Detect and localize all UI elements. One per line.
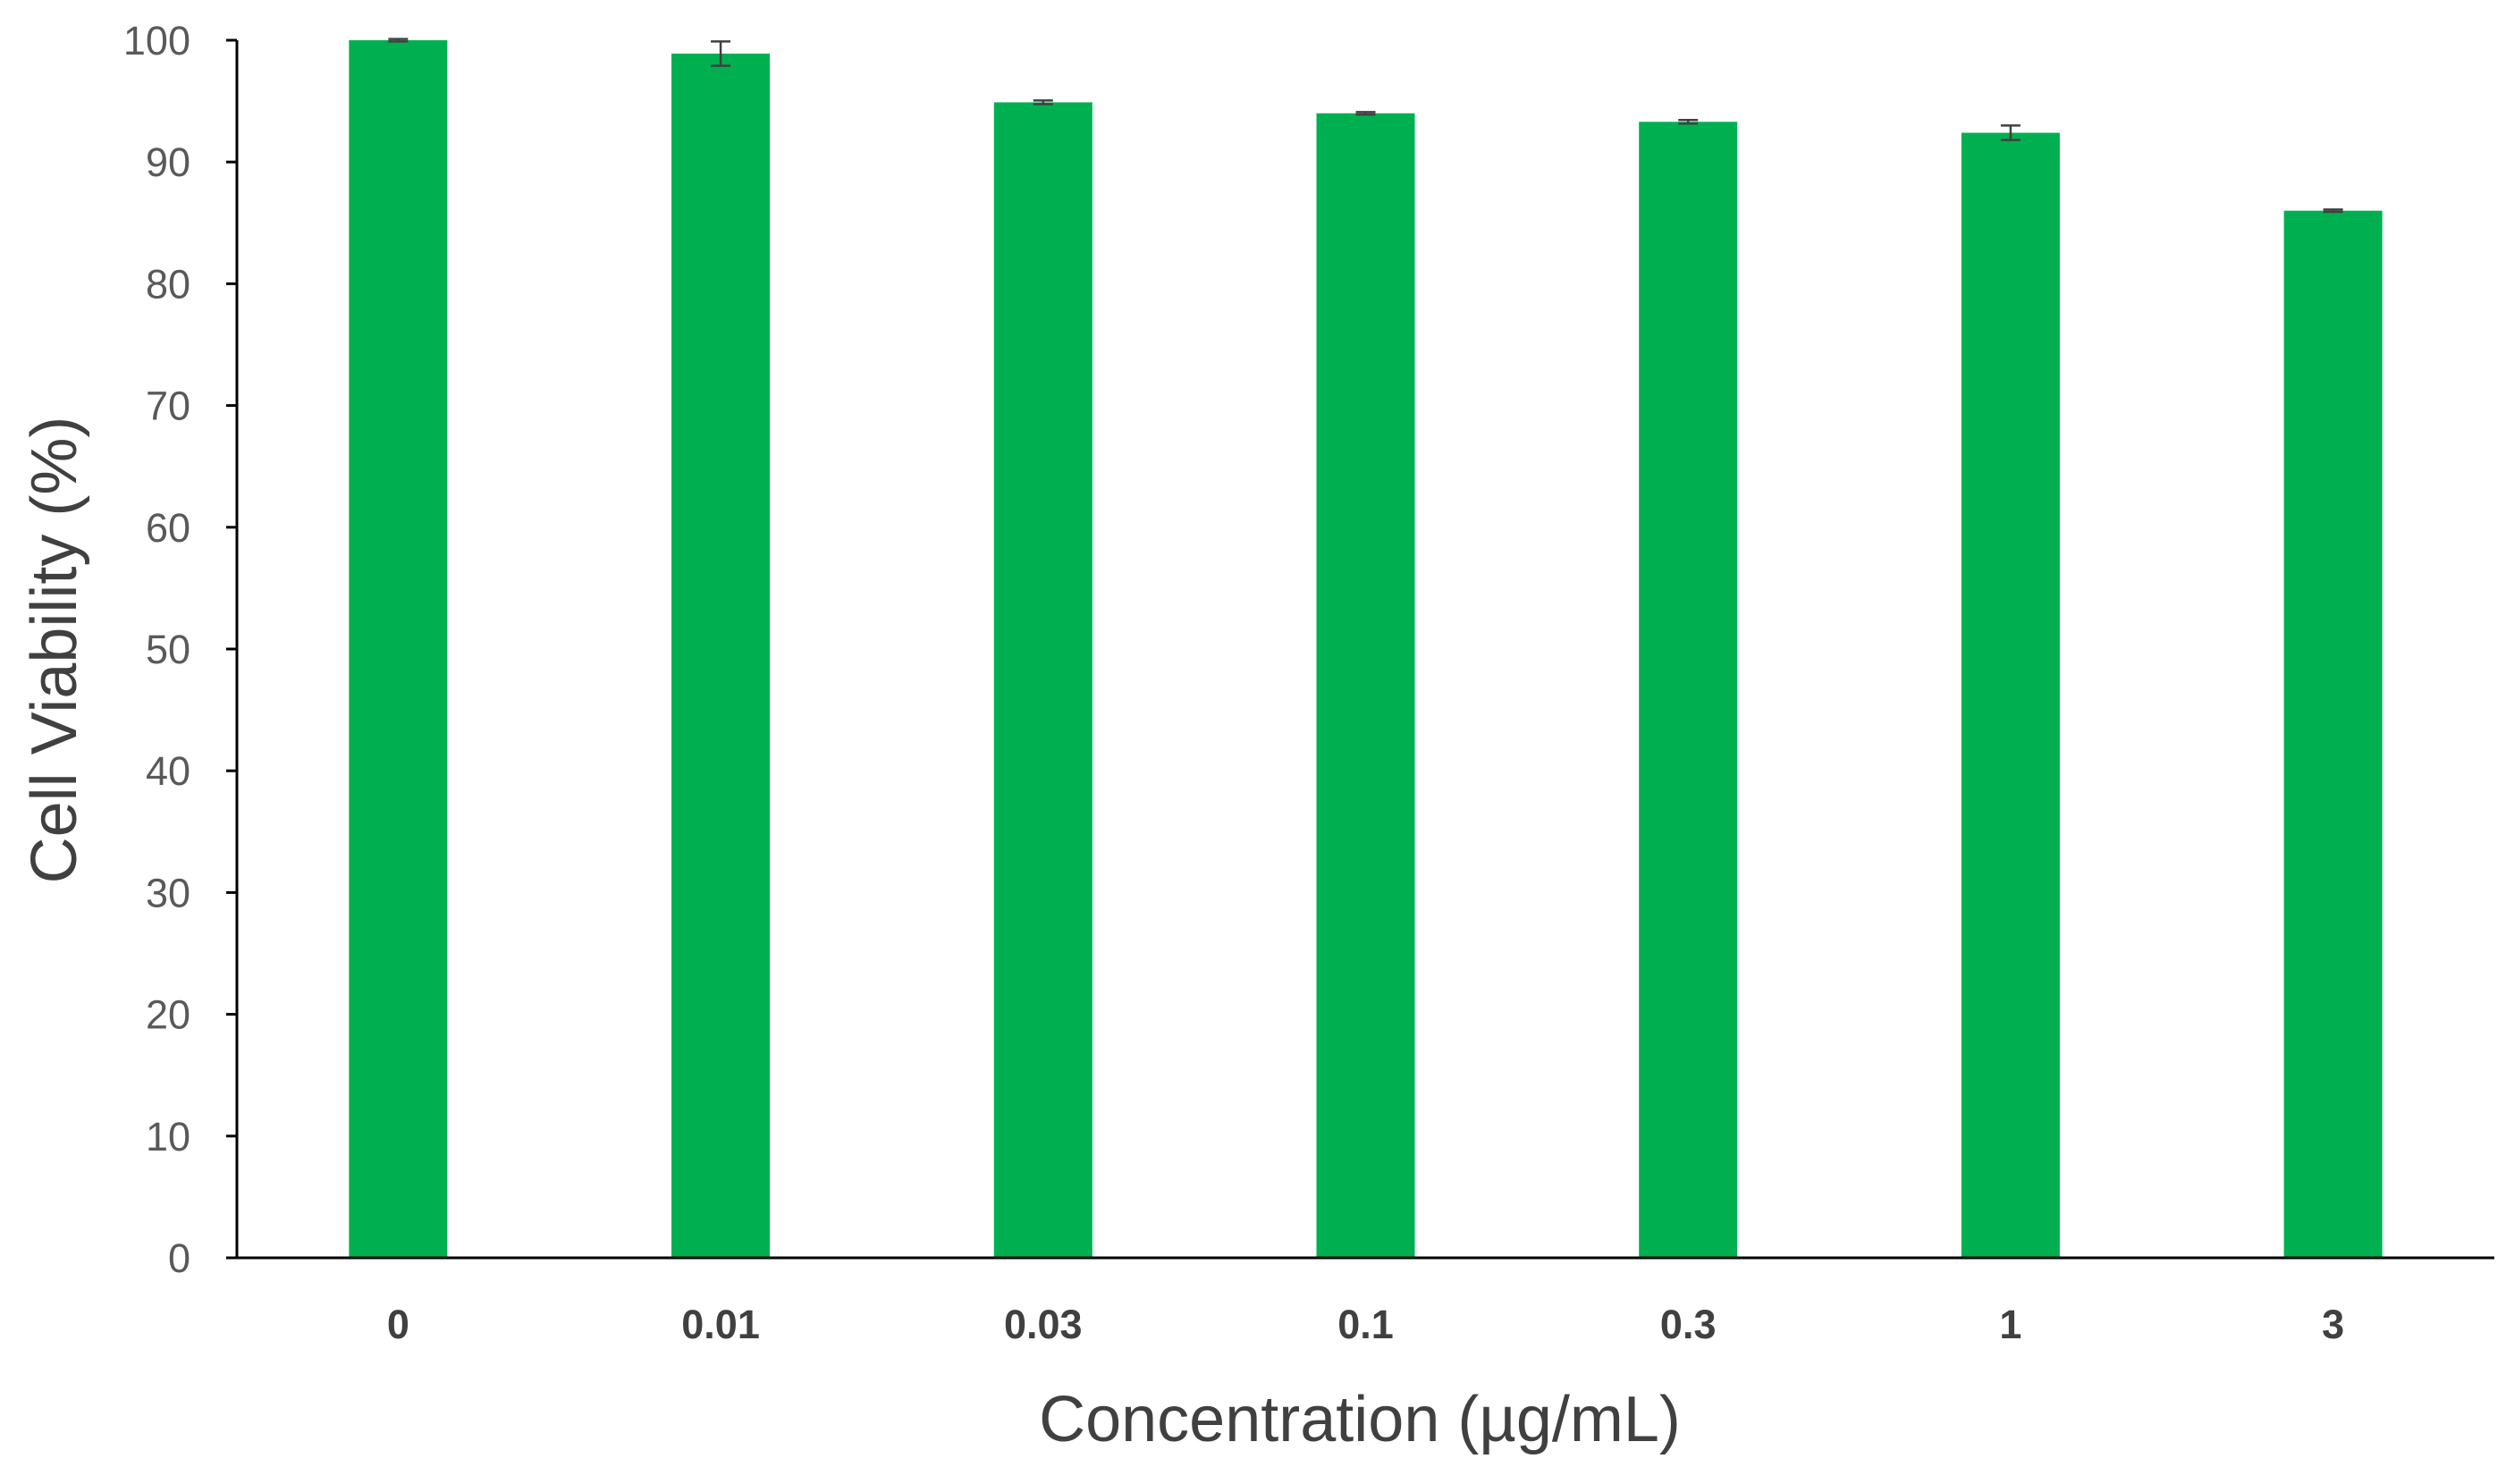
y-tick-label: 30 — [146, 870, 190, 915]
y-tick-label: 20 — [146, 992, 190, 1038]
x-tick-label: 0.1 — [1337, 1302, 1394, 1347]
y-tick-label: 60 — [146, 505, 190, 551]
bar — [1316, 113, 1415, 1259]
y-tick-label: 90 — [146, 139, 190, 185]
error-bar — [1355, 111, 1376, 116]
y-tick-label: 70 — [146, 384, 190, 429]
x-tick-label: 0.3 — [1660, 1302, 1717, 1347]
y-tick-label: 0 — [168, 1235, 190, 1281]
x-tick-label: 0.01 — [681, 1302, 760, 1347]
error-bar — [711, 40, 731, 67]
error-bar — [388, 38, 409, 43]
x-tick-label: 0 — [387, 1302, 409, 1347]
y-tick-label: 80 — [146, 261, 190, 307]
x-axis-title: Concentration (µg/mL) — [1039, 1384, 1681, 1455]
x-tick-labels: 0 0.01 0.03 0.1 0.3 1 3 — [387, 1302, 2344, 1347]
y-tick-labels: 0 10 20 30 40 50 60 70 80 90 100 — [123, 18, 237, 1281]
y-tick-label: 100 — [123, 18, 190, 63]
bar — [671, 53, 771, 1258]
x-tick-label: 3 — [2322, 1302, 2344, 1347]
error-bar — [2000, 124, 2020, 141]
bar — [993, 102, 1092, 1258]
x-tick-label: 1 — [1999, 1302, 2021, 1347]
error-bar — [1678, 118, 1699, 125]
bars-group — [349, 40, 2383, 1259]
error-bar — [1033, 99, 1053, 105]
y-tick-label: 40 — [146, 748, 190, 794]
bar — [1639, 122, 1738, 1258]
bar — [349, 40, 448, 1258]
y-axis-title: Cell Viability (%) — [19, 417, 90, 884]
y-tick-label: 10 — [146, 1114, 190, 1159]
bar — [2283, 210, 2383, 1259]
bar — [1961, 132, 2060, 1259]
y-tick-label: 50 — [146, 627, 190, 672]
x-tick-label: 0.03 — [1004, 1302, 1083, 1347]
error-bar — [2323, 208, 2343, 214]
error-bars-group — [388, 38, 2343, 214]
